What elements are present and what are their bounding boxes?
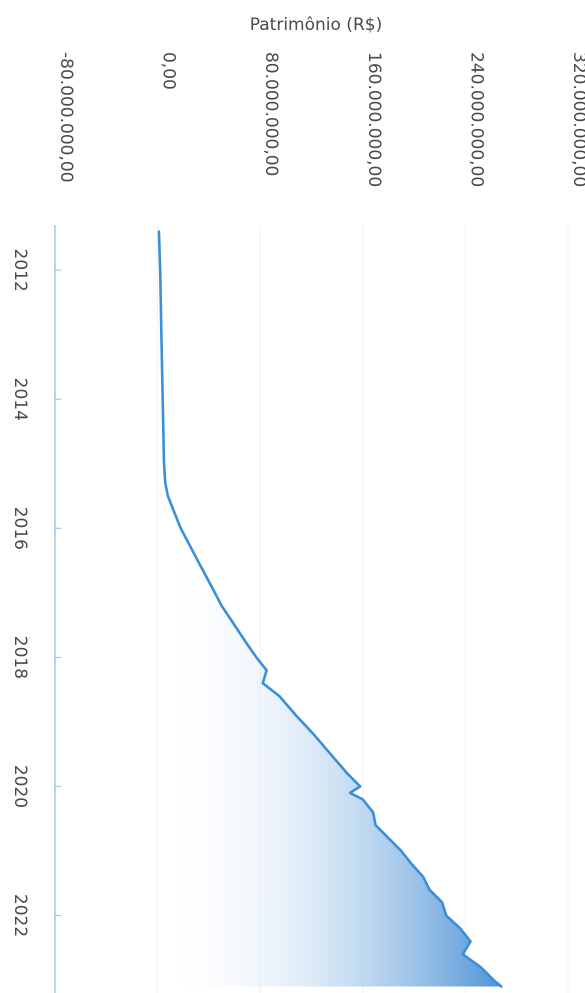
x-tick-label: 2018 [10, 636, 30, 679]
y-axis-label: Patrimônio (R$) [250, 15, 382, 35]
y-tick-label: 240.000.000,00 [466, 52, 486, 187]
series-line [157, 230, 503, 988]
y-tick-label: 160.000.000,00 [364, 52, 384, 187]
x-tick-labels: 2012 2014 2016 2018 2020 2022 [10, 249, 30, 938]
y-tick-label: 80.000.000,00 [261, 52, 281, 176]
area-fill [157, 231, 502, 987]
x-tick-label: 2016 [10, 507, 30, 550]
x-tick-label: 2020 [10, 765, 30, 808]
series-line-layer [157, 230, 503, 988]
y-tick-label: 320.000.000,00 [569, 52, 585, 187]
x-tick-label: 2014 [10, 378, 30, 421]
y-tick-label: -80.000.000,00 [56, 52, 76, 183]
x-tick-label: 2012 [10, 249, 30, 292]
y-tick-labels: -80.000.000,00 0,00 80.000.000,00 160.000.0… [56, 52, 585, 187]
area-fill-layer [157, 231, 502, 987]
y-tick-label: 0,00 [159, 52, 179, 90]
x-tick-label: 2022 [10, 894, 30, 937]
